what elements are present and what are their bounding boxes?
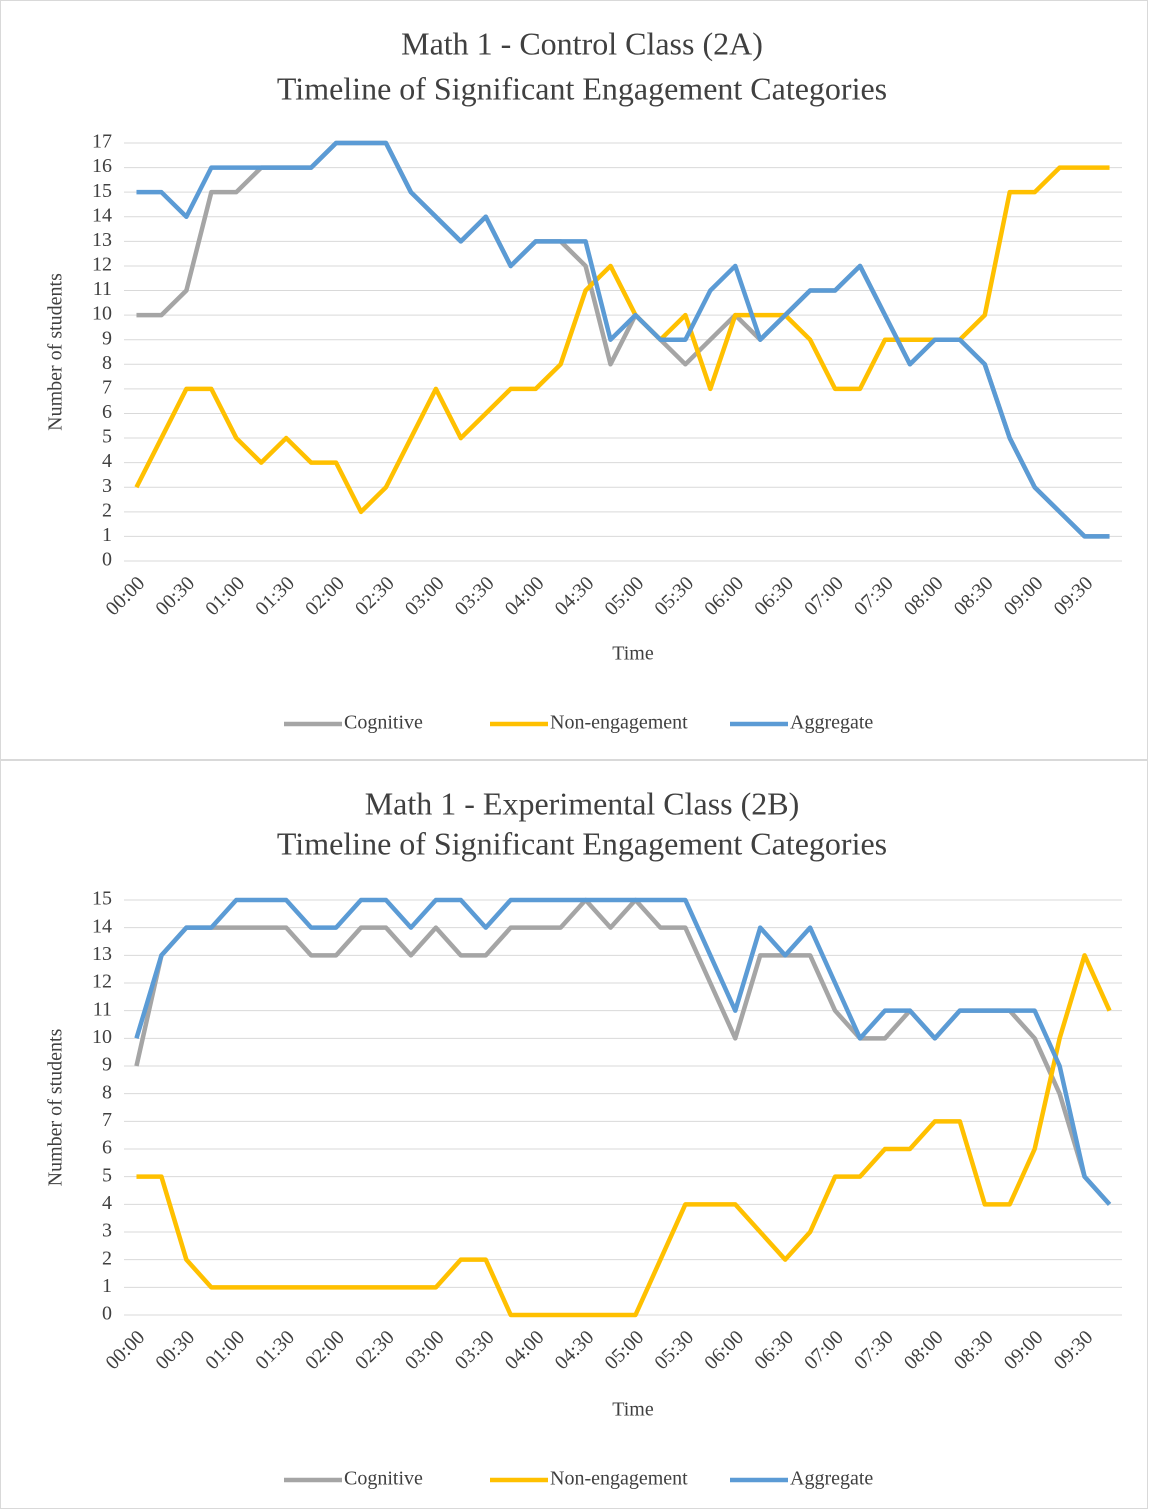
x-tick-label: 03:30 bbox=[451, 1326, 499, 1374]
y-tick-label: 12 bbox=[92, 971, 112, 993]
x-axis-title: Time bbox=[612, 1399, 654, 1421]
x-tick-label: 06:00 bbox=[700, 572, 748, 620]
x-tick-label: 04:00 bbox=[501, 572, 549, 620]
x-tick-label: 08:00 bbox=[900, 572, 948, 620]
legend-label: Aggregate bbox=[790, 1468, 873, 1490]
y-tick-label: 15 bbox=[92, 180, 112, 202]
y-axis-title: Number of students bbox=[45, 273, 67, 431]
y-tick-label: 6 bbox=[102, 401, 112, 423]
x-tick-label: 02:30 bbox=[351, 572, 399, 620]
y-tick-label: 2 bbox=[102, 499, 112, 521]
y-tick-label: 0 bbox=[102, 1303, 112, 1325]
legend-label: Cognitive bbox=[344, 712, 423, 734]
series-line bbox=[134, 897, 1112, 1206]
series-line bbox=[136, 140, 1110, 539]
y-tick-label: 14 bbox=[92, 204, 112, 226]
x-tick-label: 00:00 bbox=[101, 1326, 149, 1374]
y-tick-label: 0 bbox=[102, 549, 112, 571]
x-tick-label: 06:30 bbox=[750, 572, 798, 620]
x-tick-label: 02:00 bbox=[301, 572, 349, 620]
y-tick-label: 3 bbox=[102, 475, 112, 497]
x-tick-label: 07:00 bbox=[800, 572, 848, 620]
x-tick-label: 04:30 bbox=[551, 1326, 599, 1374]
y-tick-label: 11 bbox=[93, 278, 112, 300]
x-tick-label: 05:30 bbox=[650, 1326, 698, 1374]
legend-label: Non-engagement bbox=[550, 1468, 688, 1490]
chart-subtitle: Timeline of Significant Engagement Categ… bbox=[277, 825, 887, 861]
chart-border bbox=[0, 0, 1148, 760]
y-tick-label: 11 bbox=[93, 998, 112, 1020]
y-tick-label: 4 bbox=[102, 1192, 112, 1214]
y-tick-label: 15 bbox=[92, 888, 112, 910]
y-tick-label: 17 bbox=[92, 131, 112, 153]
x-tick-label: 00:30 bbox=[151, 572, 199, 620]
y-tick-label: 4 bbox=[102, 450, 112, 472]
x-tick-label: 07:00 bbox=[800, 1326, 848, 1374]
x-tick-label: 04:00 bbox=[501, 1326, 549, 1374]
x-tick-label: 09:30 bbox=[1050, 1326, 1098, 1374]
y-tick-label: 8 bbox=[102, 1081, 112, 1103]
x-tick-label: 03:00 bbox=[401, 572, 449, 620]
series-line bbox=[136, 953, 1112, 1318]
series-line bbox=[134, 897, 1112, 1206]
y-tick-label: 3 bbox=[102, 1220, 112, 1242]
chart-title: Math 1 - Experimental Class (2B) bbox=[365, 785, 800, 821]
chart: Math 1 - Experimental Class (2B) Timeline… bbox=[0, 760, 1148, 1509]
x-axis-title: Time bbox=[612, 643, 654, 665]
x-tick-label: 05:00 bbox=[600, 572, 648, 620]
x-tick-label: 09:00 bbox=[1000, 572, 1048, 620]
x-tick-label: 06:00 bbox=[700, 1326, 748, 1374]
y-tick-label: 13 bbox=[92, 229, 112, 251]
x-tick-label: 02:00 bbox=[301, 1326, 349, 1374]
x-tick-label: 01:00 bbox=[201, 572, 249, 620]
x-tick-label: 00:30 bbox=[151, 1326, 199, 1374]
legend-label: Aggregate bbox=[790, 712, 873, 734]
x-tick-label: 05:00 bbox=[600, 1326, 648, 1374]
y-tick-label: 6 bbox=[102, 1137, 112, 1159]
y-tick-label: 5 bbox=[102, 1164, 112, 1186]
y-tick-label: 13 bbox=[92, 943, 112, 965]
chart-subtitle: Timeline of Significant Engagement Categ… bbox=[277, 70, 887, 106]
y-axis-title: Number of students bbox=[45, 1028, 67, 1186]
x-tick-label: 02:30 bbox=[351, 1326, 399, 1374]
x-tick-label: 07:30 bbox=[850, 572, 898, 620]
chart: Math 1 - Control Class (2A) Timeline of S… bbox=[0, 0, 1148, 760]
y-tick-label: 5 bbox=[102, 426, 112, 448]
x-tick-label: 07:30 bbox=[850, 1326, 898, 1374]
chart-title: Math 1 - Control Class (2A) bbox=[401, 25, 763, 61]
x-tick-label: 03:30 bbox=[451, 572, 499, 620]
x-tick-label: 05:30 bbox=[650, 572, 698, 620]
x-tick-label: 09:30 bbox=[1050, 572, 1098, 620]
y-tick-label: 8 bbox=[102, 352, 112, 374]
y-tick-label: 7 bbox=[102, 1109, 112, 1131]
legend-label: Non-engagement bbox=[550, 712, 688, 734]
y-tick-label: 9 bbox=[102, 1054, 112, 1076]
y-tick-label: 10 bbox=[92, 303, 112, 325]
x-tick-label: 03:00 bbox=[401, 1326, 449, 1374]
y-tick-label: 7 bbox=[102, 376, 112, 398]
x-tick-label: 09:00 bbox=[1000, 1326, 1048, 1374]
y-tick-label: 12 bbox=[92, 254, 112, 276]
x-tick-label: 08:30 bbox=[950, 572, 998, 620]
x-tick-label: 00:00 bbox=[101, 572, 149, 620]
x-tick-label: 04:30 bbox=[551, 572, 599, 620]
x-tick-label: 08:30 bbox=[950, 1326, 998, 1374]
y-tick-label: 1 bbox=[102, 524, 112, 546]
chart-border bbox=[0, 760, 1148, 1509]
y-tick-label: 14 bbox=[92, 915, 112, 937]
y-tick-label: 2 bbox=[102, 1247, 112, 1269]
legend-label: Cognitive bbox=[344, 1468, 423, 1490]
x-tick-label: 01:30 bbox=[251, 1326, 299, 1374]
x-tick-label: 01:00 bbox=[201, 1326, 249, 1374]
x-tick-label: 01:30 bbox=[251, 572, 299, 620]
y-tick-label: 9 bbox=[102, 327, 112, 349]
y-tick-label: 10 bbox=[92, 1026, 112, 1048]
y-tick-label: 16 bbox=[92, 155, 112, 177]
x-tick-label: 08:00 bbox=[900, 1326, 948, 1374]
y-tick-label: 1 bbox=[102, 1275, 112, 1297]
x-tick-label: 06:30 bbox=[750, 1326, 798, 1374]
